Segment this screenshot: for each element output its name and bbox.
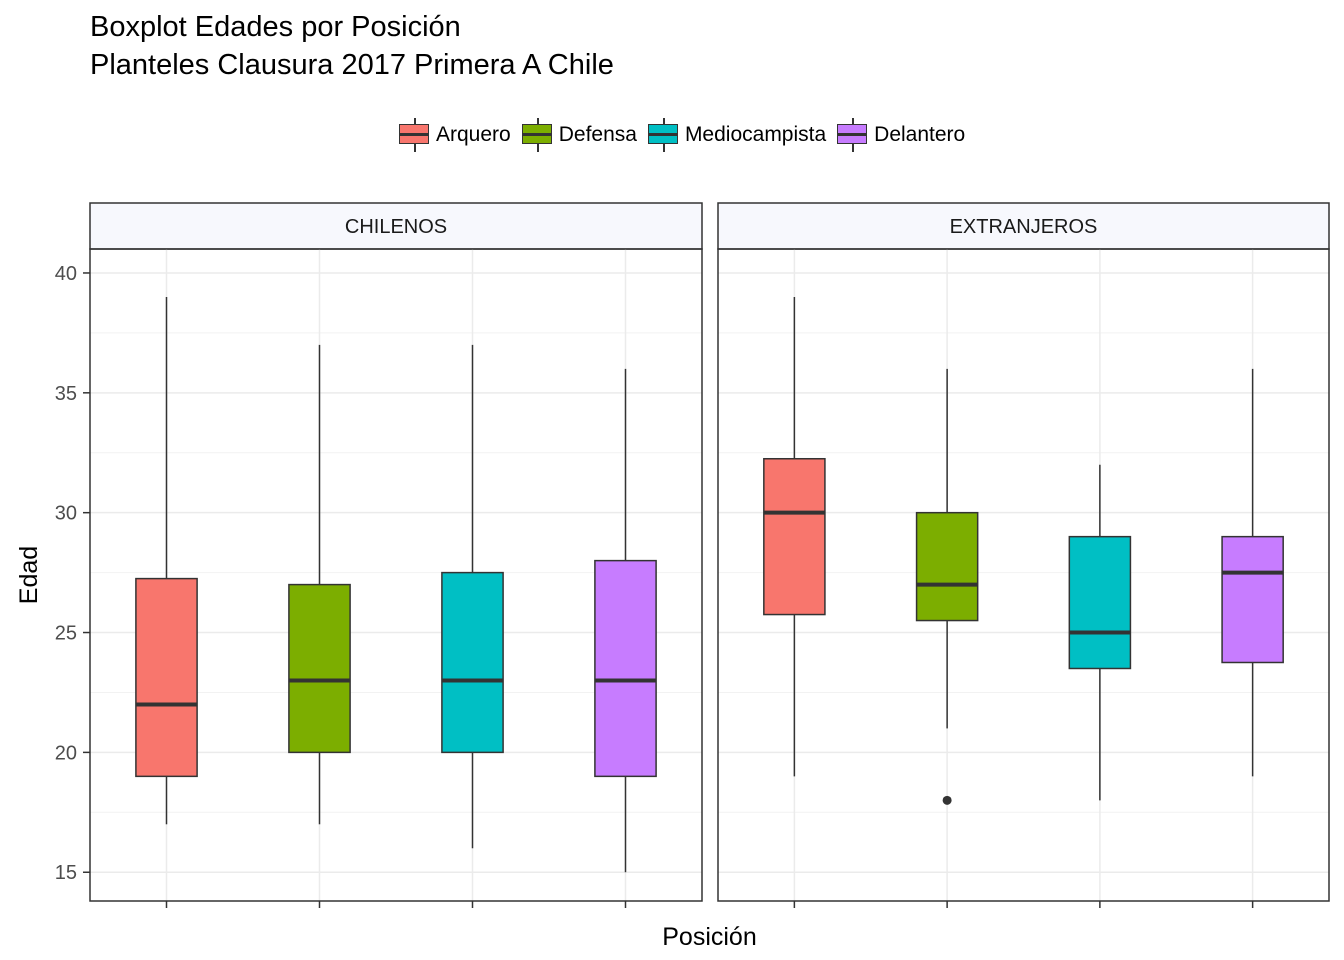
legend: Arquero Defensa Mediocampista Delantero (398, 118, 975, 152)
legend-item-delantero: Delantero (836, 118, 965, 152)
box-extranjeros-arquero (763, 296, 826, 777)
legend-label-mediocampista: Mediocampista (684, 123, 827, 146)
box-body-extranjeros-mediocampista (1068, 535, 1132, 670)
box-chilenos-arquero (135, 296, 198, 825)
box-extranjeros-mediocampista (1068, 464, 1132, 801)
legend-key-defensa (521, 118, 555, 152)
box-body-extranjeros-defensa (915, 511, 979, 622)
facet-strip-chilenos (89, 202, 703, 250)
legend-item-mediocampista: Mediocampista (647, 118, 826, 152)
legend-label-arquero: Arquero (436, 123, 511, 146)
legend-item-arquero: Arquero (398, 118, 511, 152)
outlier-extranjeros-defensa (942, 795, 952, 805)
box-chilenos-defensa (288, 344, 351, 825)
panel-border-extranjeros (717, 248, 1330, 902)
legend-label-defensa: Defensa (558, 123, 637, 146)
box-body-chilenos-defensa (288, 583, 351, 754)
y-tick-label: 35 (55, 383, 77, 405)
box-extranjeros-defensa (915, 368, 979, 805)
y-tick-label: 30 (55, 503, 77, 525)
box-chilenos-mediocampista (441, 344, 504, 849)
chart-subtitle: Planteles Clausura 2017 Primera A Chile (90, 49, 614, 81)
y-tick-label: 20 (55, 742, 77, 764)
box-body-extranjeros-arquero (763, 457, 826, 616)
box-body-chilenos-delantero (594, 559, 657, 778)
box-body-chilenos-mediocampista (441, 571, 504, 754)
x-axis-title: Posición (662, 923, 757, 951)
y-tick-label: 25 (55, 623, 77, 645)
legend-item-defensa: Defensa (521, 118, 637, 152)
panel-border-chilenos (89, 248, 703, 902)
box-chilenos-delantero (594, 368, 657, 873)
facet-label-chilenos: CHILENOS (345, 216, 447, 238)
facet-label-extranjeros: EXTRANJEROS (950, 216, 1098, 238)
box-body-chilenos-arquero (135, 577, 198, 778)
box-extranjeros-delantero (1221, 368, 1284, 777)
y-tick-label: 40 (55, 263, 77, 285)
legend-key-delantero (836, 118, 870, 152)
chart-title: Boxplot Edades por Posición (90, 11, 461, 43)
legend-key-arquero (398, 118, 432, 152)
y-tick-label: 15 (55, 862, 77, 884)
legend-key-mediocampista (647, 118, 681, 152)
box-body-extranjeros-delantero (1221, 535, 1284, 664)
y-axis-title: Edad (15, 546, 43, 604)
legend-label-delantero: Delantero (874, 123, 966, 146)
